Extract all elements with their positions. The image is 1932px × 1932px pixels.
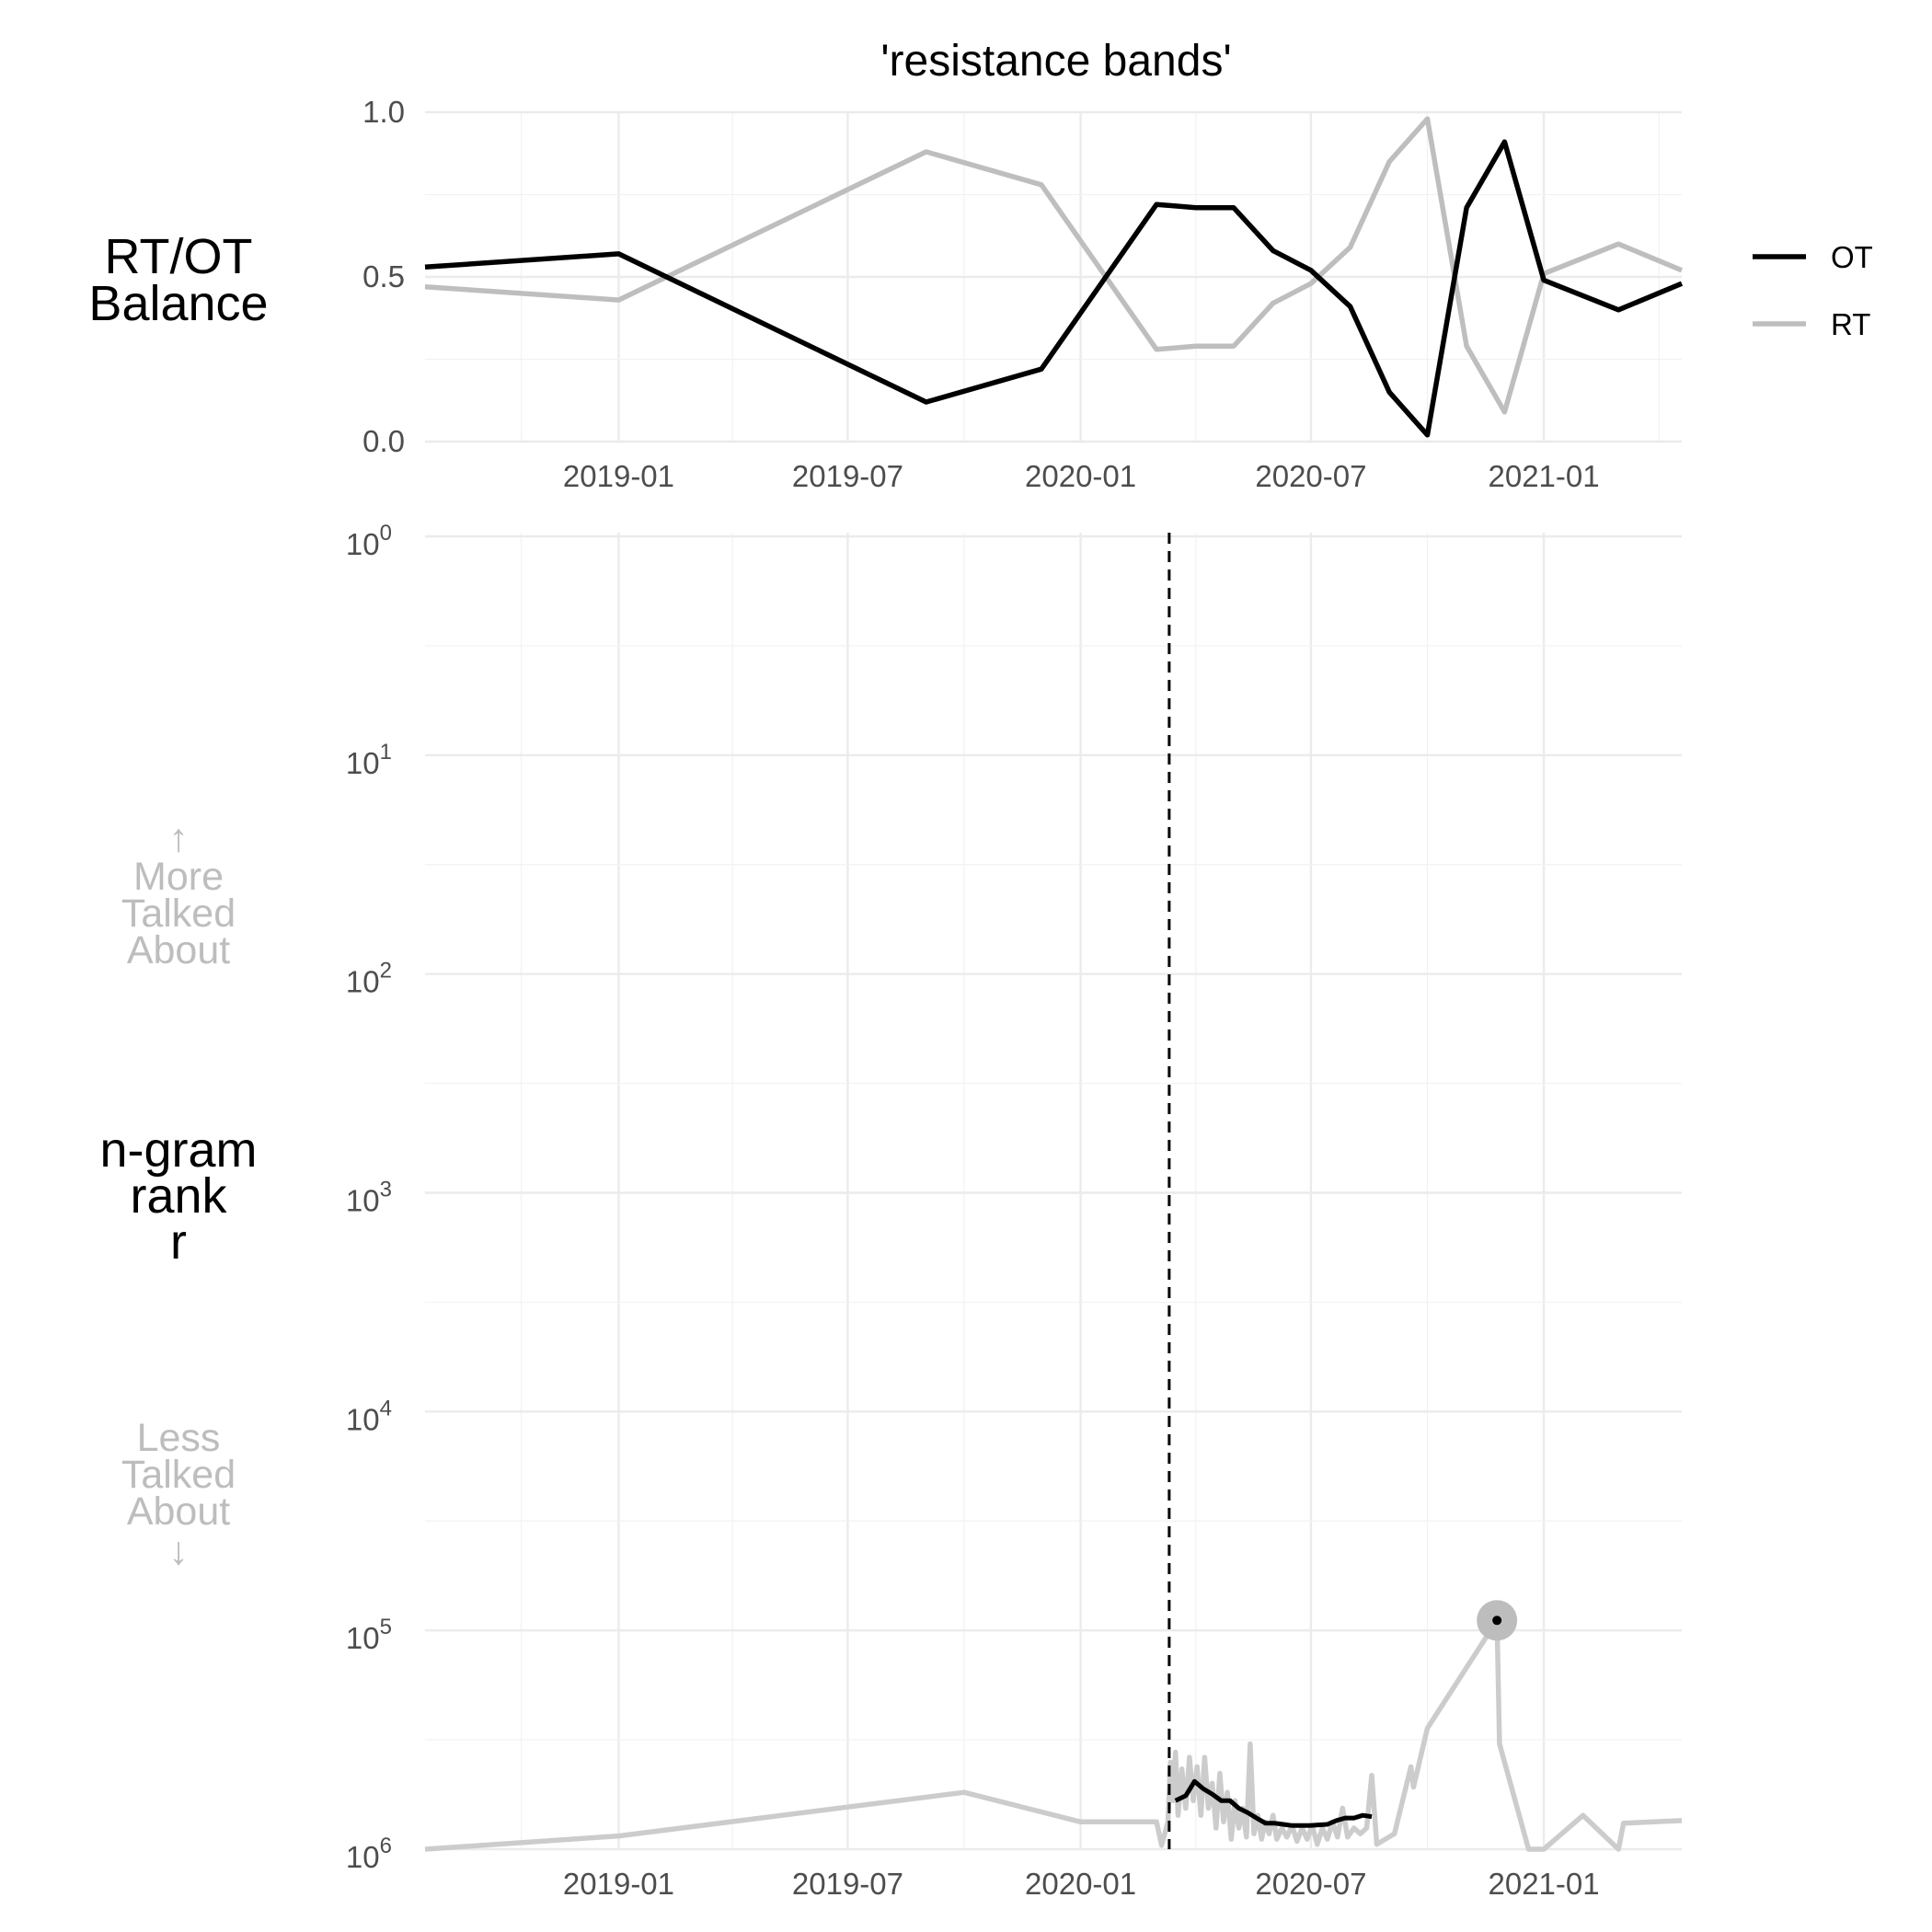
rank-y-tick-label: 103 [346, 1178, 392, 1218]
rank-y-label-line: rank [130, 1168, 227, 1224]
rank-y-label-line: n-gram [99, 1122, 257, 1178]
rank-series [424, 1617, 1683, 1852]
balance-x-tick-label: 2019-07 [792, 459, 903, 493]
less-talked-about-line: About [127, 1489, 230, 1534]
chart-title: 'resistance bands' [880, 37, 1231, 86]
peak-rank-marker-center [1492, 1616, 1502, 1626]
more-talked-about-line: About [127, 928, 230, 972]
rank-y-tick-label: 102 [346, 959, 392, 999]
rank-x-tick-label: 2021-01 [1489, 1867, 1600, 1901]
rank-y-tick-label: 101 [346, 740, 392, 780]
rank-x-tick-label: 2019-01 [563, 1867, 674, 1901]
balance-y-label-line: RT/OT [105, 229, 253, 284]
rank-y-tick-label: 100 [346, 521, 392, 561]
less-talked-about-line: Talked [121, 1453, 236, 1497]
balance-x-tick-label: 2020-01 [1025, 459, 1136, 493]
legend: OT RT [1753, 240, 1873, 341]
balance-x-tick-label: 2020-07 [1255, 459, 1366, 493]
rank-x-tick-label: 2020-07 [1255, 1867, 1366, 1901]
up-arrow-icon: ↑ [168, 816, 189, 860]
balance-panel: 0.0 0.5 1.0 2019-01 2019-07 2020-01 2020-07 202… [362, 95, 1684, 493]
balance-series-line-ot [424, 139, 1684, 438]
balance-y-tick-label: 0.0 [362, 424, 405, 458]
balance-series [424, 116, 1684, 438]
balance-y-tick-label: 1.0 [362, 95, 405, 129]
rank-y-tick-exponent: 2 [380, 959, 392, 983]
rank-y-label-line: r [170, 1214, 187, 1270]
balance-y-tick-label: 0.5 [362, 259, 405, 293]
balance-y-label-line: Balance [88, 276, 268, 331]
rank-y-tick-exponent: 1 [380, 740, 392, 765]
legend-label-ot: OT [1831, 240, 1873, 274]
balance-series-line-rt [424, 116, 1684, 415]
rank-y-tick-exponent: 5 [380, 1615, 392, 1639]
rank-annotations [1167, 533, 1518, 1849]
balance-x-tick-label: 2021-01 [1489, 459, 1600, 493]
rank-x-tick-label: 2020-01 [1025, 1867, 1136, 1901]
rank-y-tick-exponent: 0 [380, 521, 392, 546]
rank-y-tick-label: 104 [346, 1396, 392, 1436]
down-arrow-icon: ↓ [168, 1529, 189, 1573]
more-talked-about-line: Talked [121, 891, 236, 936]
rank-y-tick-exponent: 4 [380, 1396, 392, 1420]
rank-x-tick-label: 2019-07 [792, 1867, 903, 1901]
rank-grid [425, 533, 1682, 1851]
rank-y-tick-label: 105 [346, 1615, 392, 1655]
rank-y-tick-exponent: 6 [380, 1834, 392, 1858]
more-talked-about-line: More [133, 855, 224, 899]
rank-series-line-ot [1174, 1778, 1373, 1828]
rank-series-line-rt [424, 1617, 1683, 1852]
balance-tick-labels: 0.0 0.5 1.0 2019-01 2019-07 2020-01 2020-07 202… [362, 95, 1599, 493]
rank-y-tick-label: 106 [346, 1834, 392, 1874]
balance-x-tick-label: 2019-01 [563, 459, 674, 493]
rank-y-tick-exponent: 3 [380, 1178, 392, 1202]
legend-label-rt: RT [1831, 307, 1870, 341]
less-talked-about-line: Less [137, 1416, 221, 1460]
